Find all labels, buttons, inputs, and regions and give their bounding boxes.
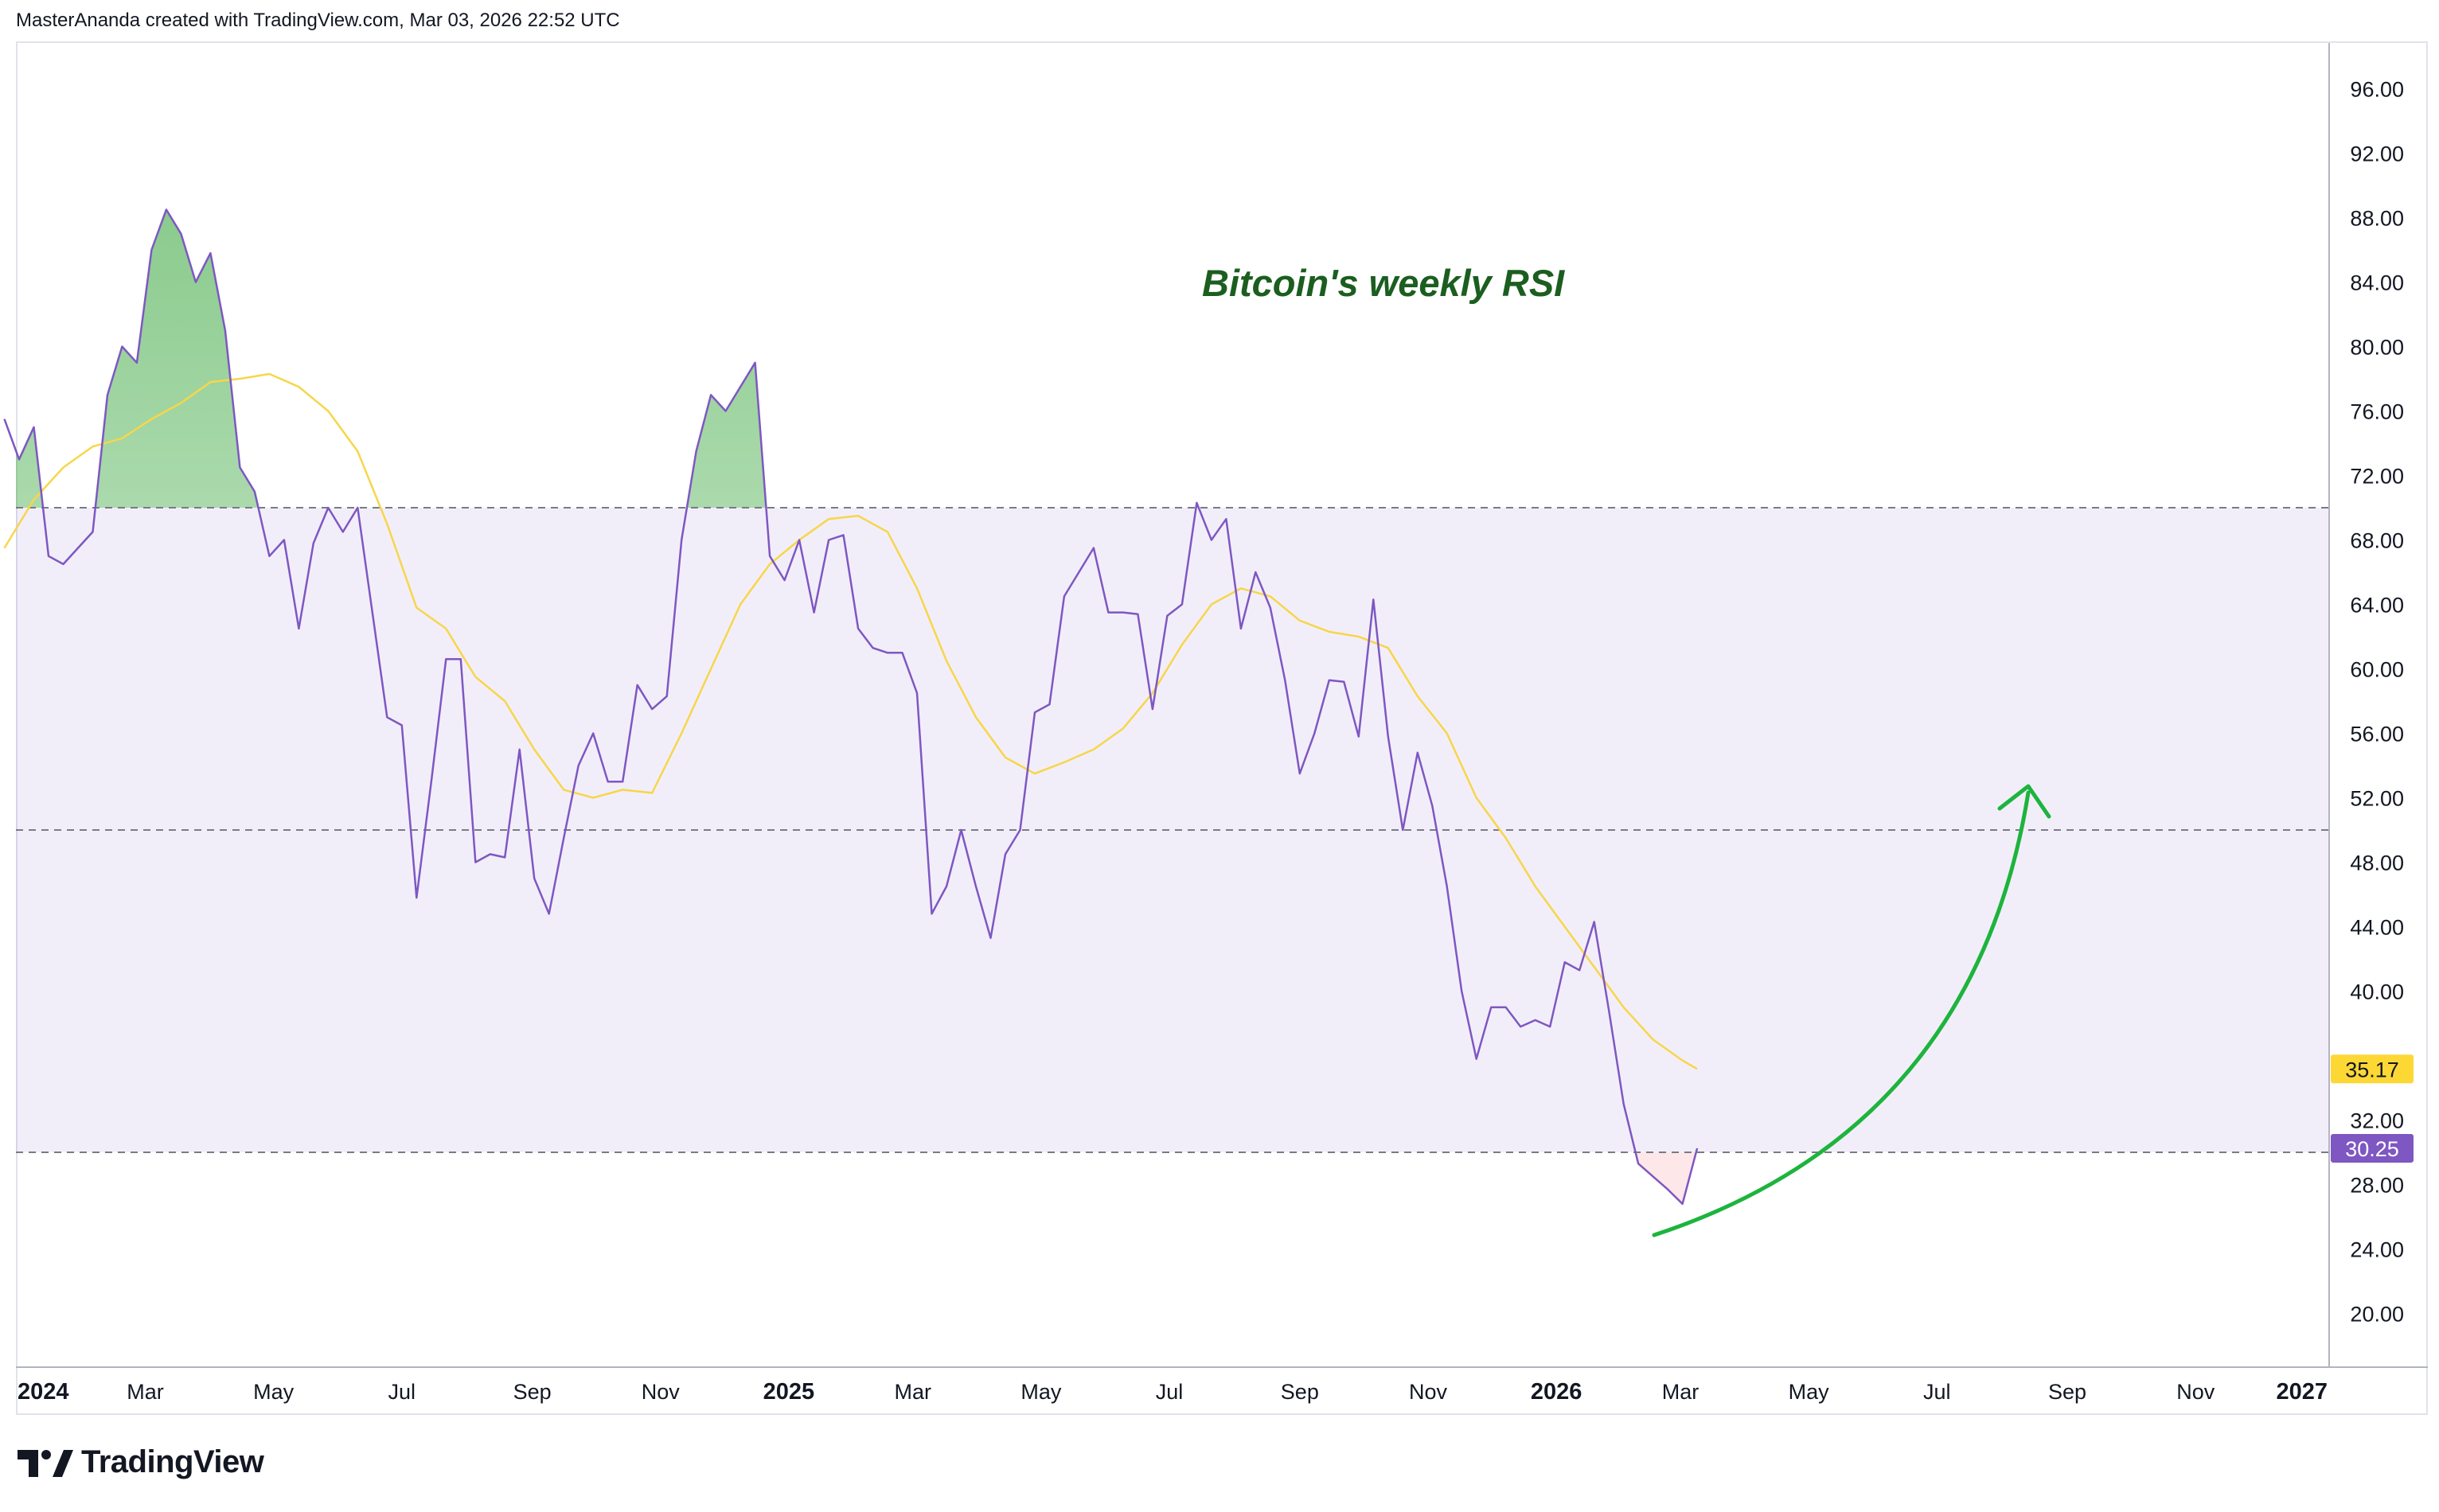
x-tick-label: Nov [642, 1380, 681, 1404]
ma-last-value-label: 35.17 [2345, 1058, 2399, 1081]
chart-frame [16, 41, 2428, 1415]
x-tick-label: Sep [513, 1380, 552, 1404]
ma-last-badge [2331, 1054, 2414, 1084]
rsi-last-badge [2331, 1133, 2414, 1163]
y-tick-label: 72.00 [2350, 465, 2404, 489]
x-tick-label: Jul [1156, 1380, 1184, 1404]
y-tick-label: 56.00 [2350, 723, 2404, 746]
y-tick-label: 52.00 [2350, 787, 2404, 811]
y-tick-label: 28.00 [2350, 1174, 2404, 1198]
x-tick-label: Sep [1281, 1380, 1319, 1404]
y-tick-label: 48.00 [2350, 851, 2404, 875]
tradingview-logo-icon [18, 1449, 73, 1477]
x-tick-label: Jul [1923, 1380, 1951, 1404]
y-tick-label: 76.00 [2350, 400, 2404, 424]
overbought-fill [16, 209, 1698, 508]
rsi-moving-average-line [3, 372, 1698, 1070]
rsi-line [3, 208, 1699, 1206]
y-tick-label: 24.00 [2350, 1238, 2404, 1262]
y-tick-label: 92.00 [2350, 142, 2404, 166]
x-tick-label: 2025 [763, 1379, 815, 1405]
attribution-header: MasterAnanda created with TradingView.co… [16, 10, 620, 31]
y-tick-label: 40.00 [2350, 980, 2404, 1004]
x-tick-label: May [1789, 1380, 1830, 1404]
x-tick-label: Mar [894, 1380, 931, 1404]
x-tick-label: Mar [1662, 1380, 1699, 1404]
x-tick-label: Jul [388, 1380, 416, 1404]
y-tick-label: 32.00 [2350, 1109, 2404, 1133]
x-tick-label: May [253, 1380, 295, 1404]
x-tick-label: Nov [2176, 1380, 2215, 1404]
green-arrow-head [1997, 784, 2051, 819]
tradingview-logo[interactable]: TradingView [18, 1444, 264, 1480]
x-tick-label: 2026 [1531, 1379, 1582, 1405]
x-tick-label: Nov [1409, 1380, 1448, 1404]
y-tick-label: 60.00 [2350, 658, 2404, 682]
green-arrow-curve [1652, 790, 2031, 1237]
x-tick-label: May [1020, 1380, 1062, 1404]
y-tick-label: 84.00 [2350, 271, 2404, 295]
x-tick-label: 2024 [18, 1379, 69, 1405]
tradingview-logo-text: TradingView [81, 1444, 264, 1479]
x-tick-label: Sep [2048, 1380, 2086, 1404]
x-tick-label: Mar [127, 1380, 164, 1404]
y-tick-label: 44.00 [2350, 916, 2404, 940]
x-tick-label: 2027 [2276, 1379, 2328, 1405]
y-tick-label: 64.00 [2350, 594, 2404, 618]
y-tick-label: 80.00 [2350, 336, 2404, 360]
rsi-last-value-label: 30.25 [2345, 1137, 2399, 1161]
y-tick-label: 68.00 [2350, 529, 2404, 553]
y-tick-label: 20.00 [2350, 1303, 2404, 1327]
y-tick-label: 88.00 [2350, 207, 2404, 231]
chart-title: Bitcoin's weekly RSI [1202, 262, 1565, 304]
y-tick-label: 96.00 [2350, 78, 2404, 102]
